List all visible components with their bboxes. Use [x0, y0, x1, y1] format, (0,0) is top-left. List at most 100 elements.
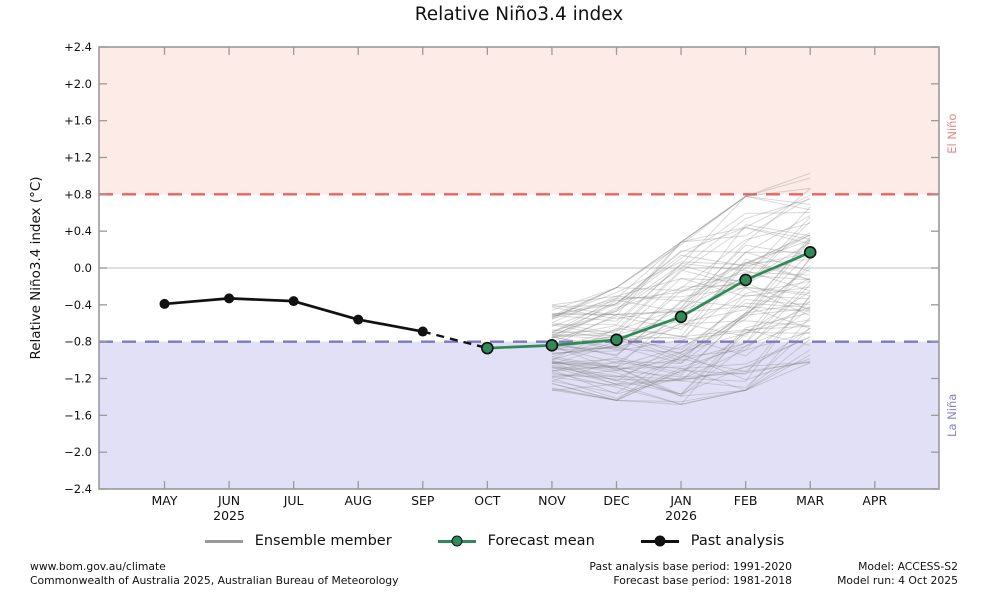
ensemble-member-line [551, 295, 811, 401]
ensemble-member-line [551, 261, 811, 357]
y-tick-label: 0.0 [74, 261, 92, 275]
ensemble-member-line [551, 284, 811, 380]
ensemble-member-line [551, 286, 811, 334]
y-tick-label: −1.6 [64, 408, 92, 422]
ensemble-member-line [551, 271, 811, 311]
y-tick-label: −0.8 [64, 335, 92, 349]
ensemble-member-line [551, 345, 811, 372]
ensemble-member-line [551, 280, 811, 401]
ensemble-member-line [551, 281, 811, 355]
chart-legend: Ensemble member Forecast mean Past analy… [0, 533, 989, 549]
ensemble-member-line [551, 316, 811, 399]
ensemble-member-line [551, 240, 811, 354]
past-analysis-marker [288, 296, 299, 307]
past-analysis-marker [353, 314, 364, 325]
ensemble-member-line [551, 224, 811, 334]
ensemble-member-line [551, 198, 811, 336]
footer-source: www.bom.gov.au/climate Commonwealth of A… [30, 560, 399, 588]
x-tick-label: MAY [151, 493, 177, 508]
forecast-mean-line [487, 251, 811, 350]
x-tick-label: JAN [669, 493, 691, 508]
ensemble-member-line [551, 216, 811, 351]
el-nino-band [99, 47, 939, 195]
ensemble-member-line [551, 349, 811, 405]
plot-frame [98, 46, 940, 490]
legend-item-past-analysis: Past analysis [640, 533, 784, 549]
x-tick-label: AUG [345, 493, 372, 508]
ensemble-member-line [551, 307, 811, 361]
ensemble-member-line [551, 177, 811, 317]
ensemble-member-line [551, 264, 811, 394]
ensemble-member-line [551, 222, 811, 340]
ensemble-member-line [551, 306, 811, 396]
la-nina-region-label: La Niña [945, 394, 959, 437]
forecast-mean-marker [739, 273, 752, 287]
ensemble-member-line [551, 242, 811, 324]
ensemble-member-line [551, 331, 811, 401]
y-tick-label: −0.4 [64, 298, 92, 312]
ensemble-member-line [551, 211, 811, 307]
ensemble-member-line [551, 194, 811, 319]
ensemble-member-line-swatch [204, 539, 243, 543]
past-analysis-provisional-line [422, 330, 488, 350]
ensemble-member-line [551, 327, 811, 392]
y-tick-label: +1.2 [64, 151, 92, 165]
la-nina-band [99, 341, 939, 489]
x-tick-label: FEB [734, 493, 758, 508]
forecast-mean-marker [674, 310, 688, 324]
ensemble-member-line [551, 262, 811, 326]
footer-model-info: Model: ACCESS-S2 Model run: 4 Oct 2025 [837, 560, 958, 588]
x-tick-label: APR [862, 493, 887, 508]
footer-source-url: www.bom.gov.au/climate [30, 560, 166, 573]
ensemble-member-line [551, 301, 811, 386]
ensemble-member-line [551, 319, 811, 354]
ensemble-member-line [551, 300, 811, 370]
y-tick-label: −1.2 [64, 372, 92, 386]
y-tick-label: +0.4 [64, 224, 92, 238]
forecast-mean-marker [803, 246, 817, 259]
footer-copyright: Commonwealth of Australia 2025, Australi… [30, 574, 399, 587]
ensemble-member-line [551, 295, 811, 312]
ensemble-member-line [551, 227, 811, 338]
ensemble-member-line [551, 287, 811, 340]
x-tick-label: JUN [217, 493, 240, 508]
ensemble-member-line [551, 291, 811, 378]
ensemble-member-line [551, 361, 811, 397]
footer-base-periods: Past analysis base period: 1991-2020 For… [589, 560, 792, 588]
ensemble-member-line [551, 232, 811, 318]
ensemble-member-line [551, 257, 811, 347]
ensemble-member-line [551, 337, 811, 370]
ensemble-member-line [551, 360, 811, 378]
ensemble-member-line [551, 280, 811, 364]
ensemble-member-line [551, 252, 811, 315]
ensemble-member-line [551, 227, 811, 334]
ensemble-member-line [551, 257, 811, 362]
ensemble-member-line [551, 338, 811, 403]
y-tick-label: −2.4 [64, 482, 92, 496]
past-analysis-marker-icon [654, 535, 666, 547]
ensemble-member-line [551, 250, 811, 327]
x-tick-label: DEC [603, 493, 630, 508]
chart-title: Relative Niño3.4 index [414, 4, 624, 25]
x-year-label: 2025 [213, 508, 245, 523]
ensemble-member-line [551, 187, 811, 317]
ensemble-member-line [551, 328, 811, 406]
ensemble-member-line [551, 258, 811, 341]
ensemble-member-line [551, 197, 811, 318]
y-tick-label: +2.0 [64, 77, 92, 91]
ensemble-member-line [551, 252, 811, 368]
footer-model-name: Model: ACCESS-S2 [858, 560, 958, 573]
legend-item-forecast-mean: Forecast mean [437, 533, 595, 549]
forecast-mean-marker [481, 341, 494, 355]
ensemble-member-line [551, 354, 811, 405]
ensemble-member-line [551, 239, 811, 338]
ensemble-member-line [551, 322, 811, 381]
footer-forecast-base-period: Forecast base period: 1981-2018 [613, 574, 792, 587]
ensemble-member-line [551, 244, 811, 320]
ensemble-member-line [551, 277, 811, 359]
ensemble-member-line [551, 195, 811, 332]
ensemble-member-line [551, 236, 811, 377]
ensemble-member-line [551, 234, 811, 382]
